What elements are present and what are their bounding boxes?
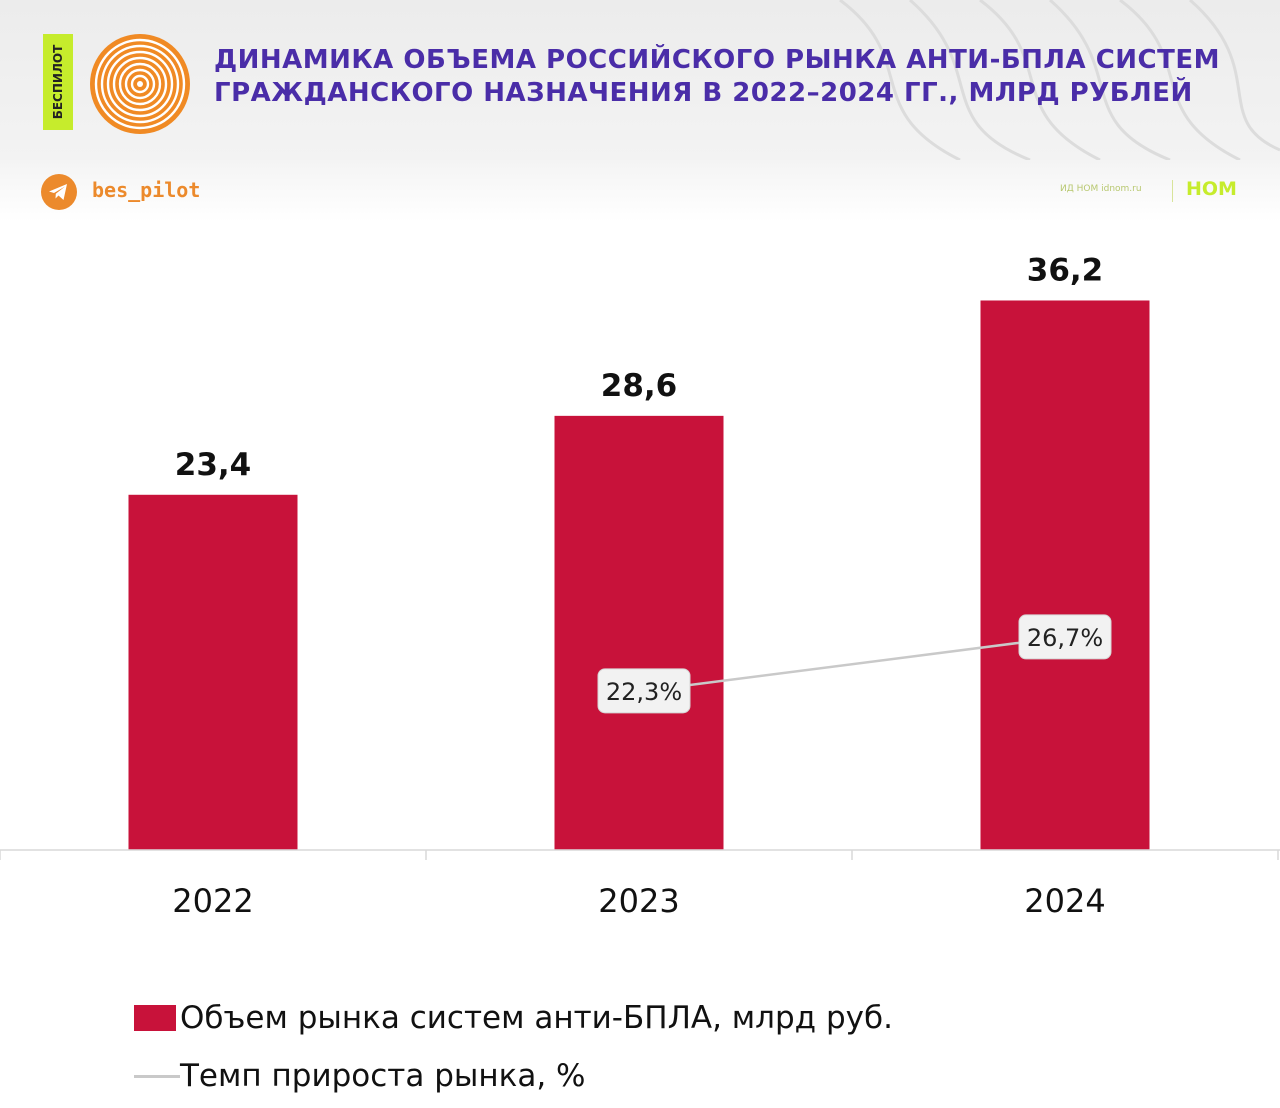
page-title: ДИНАМИКА ОБЪЕМА РОССИЙСКОГО РЫНКА АНТИ-Б… bbox=[214, 44, 1234, 110]
bar-value-label: 28,6 bbox=[601, 368, 678, 404]
x-tick-label: 2023 bbox=[598, 882, 679, 920]
x-axis: 2022 2023 2024 bbox=[0, 849, 1280, 920]
brand-tag: БЕСПИЛОТ bbox=[43, 34, 73, 130]
x-tick-label: 2024 bbox=[1024, 882, 1105, 920]
bar-2023 bbox=[554, 415, 724, 850]
growth-line-layer: 22,3% 26,7% bbox=[597, 614, 1112, 714]
bar-2024 bbox=[980, 300, 1150, 850]
header-band bbox=[0, 0, 1280, 160]
title-line-2: ГРАЖДАНСКОГО НАЗНАЧЕНИЯ В 2022–2024 ГГ.,… bbox=[214, 78, 1193, 108]
x-tick-label: 2022 bbox=[172, 882, 253, 920]
concentric-circles-logo-icon bbox=[90, 34, 190, 134]
telegram-icon[interactable] bbox=[41, 174, 77, 210]
publisher-text: ИД НОМ idnom.ru bbox=[1060, 184, 1142, 194]
legend-label-line: Темп прироста рынка, % bbox=[180, 1058, 586, 1094]
growth-label-box bbox=[597, 668, 691, 714]
bars-layer: 23,4 28,6 36,2 bbox=[128, 252, 1150, 850]
legend-swatch-bar bbox=[134, 1005, 176, 1031]
growth-label: 26,7% bbox=[1027, 624, 1103, 652]
publisher-logo: НОМ bbox=[1186, 178, 1237, 200]
growth-line bbox=[643, 635, 1066, 693]
bar-value-label: 36,2 bbox=[1027, 252, 1104, 288]
bar-2022 bbox=[128, 494, 298, 850]
growth-label-box bbox=[1018, 614, 1112, 660]
legend-swatch-line bbox=[134, 1074, 180, 1078]
growth-label: 22,3% bbox=[606, 678, 682, 706]
bar-chart: 23,4 28,6 36,2 2022 2023 2024 22,3% 26,7% bbox=[0, 252, 1280, 920]
legend-item-bar: Объем рынка систем анти-БПЛА, млрд руб. bbox=[134, 998, 893, 1038]
publisher-divider bbox=[1172, 180, 1173, 202]
decorative-wave-pattern bbox=[839, 0, 1280, 160]
telegram-handle[interactable]: bes_pilot bbox=[92, 178, 201, 202]
sub-header-band bbox=[0, 160, 1280, 222]
title-line-1: ДИНАМИКА ОБЪЕМА РОССИЙСКОГО РЫНКА АНТИ-Б… bbox=[214, 45, 1220, 75]
legend-item-line: Темп прироста рынка, % bbox=[134, 1056, 586, 1096]
brand-tag-text: БЕСПИЛОТ bbox=[51, 44, 65, 120]
bar-value-label: 23,4 bbox=[175, 447, 252, 483]
legend-label-bar: Объем рынка систем анти-БПЛА, млрд руб. bbox=[180, 1000, 893, 1036]
